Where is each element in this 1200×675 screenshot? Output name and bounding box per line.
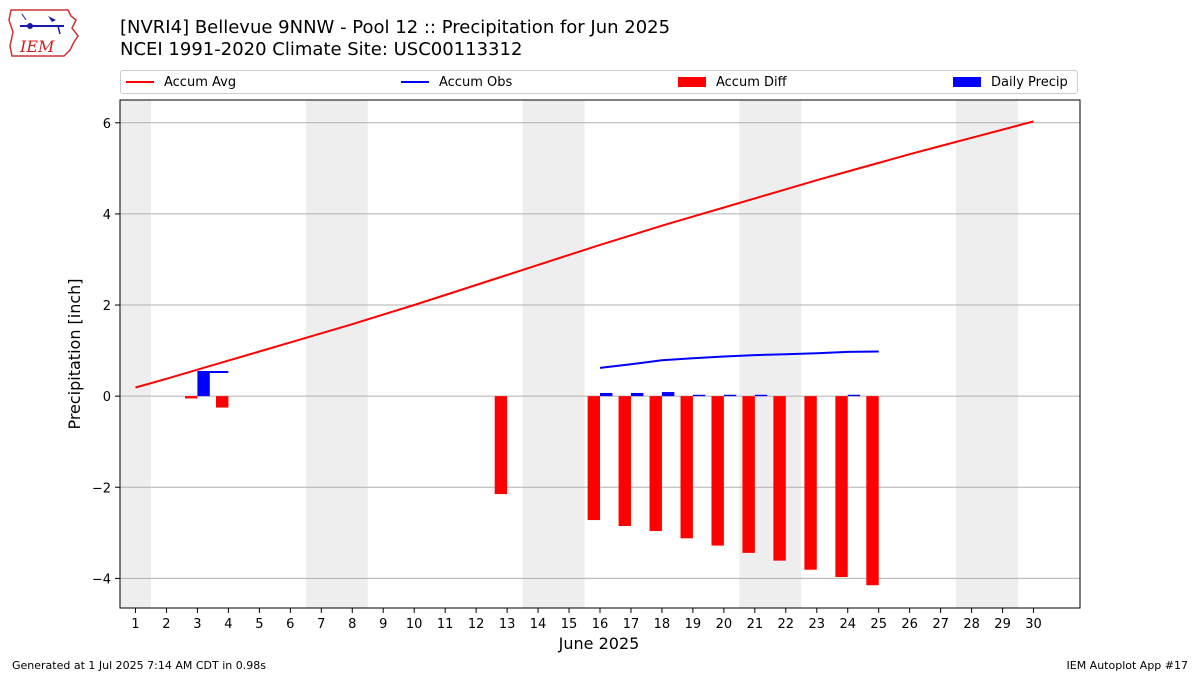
x-tick-label: 9 <box>379 617 387 632</box>
legend-swatch <box>401 81 429 83</box>
bars <box>185 371 879 586</box>
legend-item-daily-precip: Daily Precip <box>953 71 1068 93</box>
x-tick-label: 24 <box>839 617 856 632</box>
legend-label: Accum Obs <box>439 74 513 90</box>
daily-precip-bar <box>630 392 644 397</box>
x-tick-label: 16 <box>592 617 609 632</box>
x-tick-label: 4 <box>224 617 232 632</box>
x-tick-label: 12 <box>468 617 485 632</box>
lines <box>135 120 1034 389</box>
x-tick-label: 8 <box>348 617 356 632</box>
daily-precip-bar <box>600 392 613 397</box>
x-tick-label: 23 <box>809 617 826 632</box>
accum-diff-bar <box>773 396 786 561</box>
x-axis-label: June 2025 <box>558 634 640 653</box>
daily-precip-bar <box>661 392 675 397</box>
x-tick-label: 13 <box>499 617 516 632</box>
chart-title: [NVRI4] Bellevue 9NNW - Pool 12 :: Preci… <box>120 17 671 38</box>
accum-diff-bar <box>649 396 662 532</box>
x-tick-label: 18 <box>654 617 671 632</box>
x-tick-label: 29 <box>994 617 1011 632</box>
legend-swatch <box>953 77 981 87</box>
x-tick-label: 1 <box>131 617 139 632</box>
weekend-shading <box>120 100 1019 608</box>
logo-text: IEM <box>19 37 55 56</box>
daily-precip-bar <box>754 394 768 397</box>
y-axis-label: Precipitation [inch] <box>65 278 84 429</box>
weekend-band <box>956 100 1019 608</box>
x-tick-label: 2 <box>162 617 170 632</box>
accum-diff-bar <box>835 396 848 578</box>
x-tick-label: 7 <box>317 617 325 632</box>
y-tick-label: 2 <box>103 299 111 314</box>
accum-diff-bar <box>216 396 229 408</box>
weekend-band <box>120 100 151 608</box>
chart-subtitle: NCEI 1991-2020 Climate Site: USC00113312 <box>120 39 523 60</box>
accum-diff-bar <box>866 396 879 586</box>
accum-diff-bar <box>711 396 724 546</box>
y-tick-label: −2 <box>92 481 111 496</box>
legend-item-accum-obs: Accum Obs <box>401 71 512 93</box>
x-tick-label: 6 <box>286 617 294 632</box>
x-tick-label: 21 <box>747 617 764 632</box>
accum-diff-bar <box>742 396 755 553</box>
x-tick-label: 17 <box>623 617 640 632</box>
y-tick-label: −4 <box>92 572 111 587</box>
daily-precip-bar <box>847 394 861 397</box>
x-tick-label: 10 <box>406 617 423 632</box>
legend-item-accum-avg: Accum Avg <box>126 71 236 93</box>
legend: Accum Avg Accum Obs Accum Diff Daily Pre… <box>120 70 1078 94</box>
x-tick-label: 20 <box>716 617 733 632</box>
x-tick-label: 3 <box>193 617 201 632</box>
legend-label: Accum Diff <box>716 74 787 90</box>
accum-obs-line <box>599 350 879 369</box>
x-tick-label: 14 <box>530 617 547 632</box>
accum-diff-bar <box>185 396 198 399</box>
x-tick-label: 25 <box>870 617 887 632</box>
x-tick-label: 5 <box>255 617 263 632</box>
x-tick-label: 11 <box>437 617 454 632</box>
accum-diff-bar <box>618 396 631 526</box>
x-tick-label: 28 <box>963 617 980 632</box>
x-tick-label: 19 <box>685 617 702 632</box>
legend-swatch <box>126 81 154 83</box>
weekend-band <box>305 100 368 608</box>
y-tick-label: 4 <box>103 208 111 223</box>
legend-label: Accum Avg <box>164 74 237 90</box>
x-tick-label: 26 <box>901 617 918 632</box>
x-tick-label: 22 <box>778 617 795 632</box>
x-tick-label: 15 <box>561 617 578 632</box>
accum-avg-line <box>135 120 1034 389</box>
weekend-band <box>522 100 585 608</box>
accum-diff-bar <box>804 396 817 570</box>
x-tick-label: 30 <box>1025 617 1042 632</box>
daily-precip-bar <box>723 394 737 397</box>
accum-diff-bar <box>587 396 600 521</box>
footer-app: IEM Autoplot App #17 <box>1066 659 1189 672</box>
plot-frame <box>119 99 1081 609</box>
daily-precip-bar <box>692 394 706 397</box>
daily-precip-bar <box>197 371 210 397</box>
legend-label: Daily Precip <box>991 74 1068 90</box>
accum-diff-bar <box>680 396 693 539</box>
accum-diff-bar <box>494 396 508 495</box>
footer-generated: Generated at 1 Jul 2025 7:14 AM CDT in 0… <box>12 659 266 672</box>
iem-logo: IEM <box>8 6 80 60</box>
iowa-map-icon: IEM <box>8 9 79 57</box>
y-tick-label: 0 <box>103 390 111 405</box>
legend-item-accum-diff: Accum Diff <box>678 71 787 93</box>
y-tick-label: 6 <box>103 117 111 132</box>
legend-swatch <box>678 77 706 87</box>
x-tick-label: 27 <box>932 617 949 632</box>
